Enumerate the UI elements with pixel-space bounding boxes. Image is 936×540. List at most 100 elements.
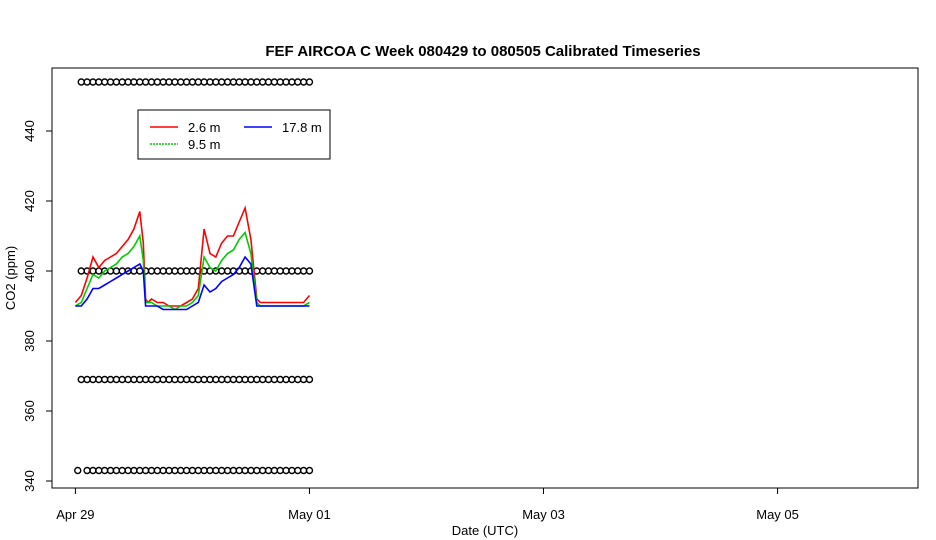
flag-marker-point — [95, 78, 103, 86]
flag-marker-point — [247, 78, 255, 86]
flag-marker-point — [153, 78, 162, 86]
flag-marker-point — [89, 466, 97, 475]
flag-marker-point — [305, 466, 314, 475]
flag-marker-point — [305, 267, 314, 275]
legend-label-1: 2.6 m — [188, 120, 221, 135]
flag-marker-point — [83, 466, 91, 475]
flag-marker-point — [182, 466, 191, 475]
flag-marker-point — [130, 78, 138, 86]
x-tick-label: May 01 — [288, 507, 331, 522]
flag-marker-point — [171, 466, 179, 475]
flag-marker-point — [253, 78, 261, 86]
flag-marker-point — [159, 78, 167, 86]
flag-marker-point — [282, 466, 290, 475]
flag-marker-point — [112, 466, 121, 475]
y-tick-label: 400 — [22, 260, 37, 282]
flag-marker-point — [165, 375, 173, 384]
flag-marker-point — [217, 375, 226, 384]
flag-marker-point — [112, 375, 121, 384]
flag-marker-point — [112, 78, 121, 86]
flag-marker-point — [299, 375, 308, 384]
flag-marker-point — [89, 267, 97, 275]
flag-marker-point — [276, 466, 284, 475]
flag-marker-point — [147, 466, 156, 475]
legend-label-2: 9.5 m — [188, 137, 221, 152]
flag-marker-point — [136, 375, 144, 384]
flag-marker-point — [74, 466, 82, 475]
x-tick-label: Apr 29 — [56, 507, 94, 522]
flag-marker-point — [247, 375, 255, 384]
flag-marker-point — [288, 375, 296, 384]
flag-marker-point — [124, 466, 132, 475]
flag-marker-point — [141, 466, 150, 475]
y-axis: 340 360 380 400 420 440 — [22, 120, 52, 492]
flag-marker-point — [89, 78, 97, 86]
flag-marker-point — [282, 375, 290, 384]
flag-marker-point — [141, 375, 150, 384]
flag-marker-point — [258, 466, 267, 475]
flag-marker-point — [288, 267, 296, 275]
flag-marker-point — [147, 375, 156, 384]
flag-marker-point — [264, 375, 273, 384]
flag-marker-point — [235, 466, 243, 475]
flag-marker-point — [276, 375, 284, 384]
flag-marker-point — [118, 78, 126, 86]
flag-marker-point — [83, 375, 91, 384]
flag-marker-point — [100, 78, 109, 86]
flag-marker-point — [130, 466, 138, 475]
legend: 2.6 m 9.5 m 17.8 m — [137, 109, 331, 160]
flag-marker-point — [264, 78, 273, 86]
flag-marker-point — [241, 466, 249, 475]
flag-marker-point — [276, 78, 284, 86]
flag-marker-point — [106, 78, 115, 86]
series-lines — [74, 205, 311, 311]
x-axis-title: Date (UTC) — [452, 523, 518, 538]
flag-marker-point — [106, 466, 115, 475]
flag-marker-point — [182, 267, 191, 275]
flag-marker-point — [188, 78, 197, 86]
y-tick-label: 340 — [22, 470, 37, 492]
flag-marker-point — [217, 78, 226, 86]
flag-marker-point — [299, 78, 308, 86]
flag-marker-point — [153, 466, 162, 475]
flag-markers — [74, 78, 314, 475]
flag-marker-point — [177, 78, 185, 86]
flag-marker-point — [171, 375, 179, 384]
flag-marker-point — [247, 466, 255, 475]
flag-marker-point — [112, 267, 121, 275]
flag-marker-point — [77, 267, 85, 275]
flag-marker-point — [294, 267, 302, 275]
flag-marker-point — [270, 375, 279, 384]
flag-marker-point — [217, 466, 226, 475]
flag-marker-point — [229, 78, 238, 86]
flag-marker-point — [106, 375, 115, 384]
flag-marker-point — [188, 267, 197, 275]
flag-marker-point — [258, 78, 267, 86]
flag-marker-point — [282, 267, 290, 275]
flag-marker-point — [188, 466, 197, 475]
flag-marker-point — [294, 466, 302, 475]
flag-marker-point — [77, 78, 85, 86]
flag-marker-point — [299, 466, 308, 475]
plot-frame — [51, 67, 919, 489]
flag-marker-point — [165, 466, 173, 475]
flag-marker-point — [223, 78, 232, 86]
flag-marker-point — [182, 78, 191, 86]
flag-marker-point — [206, 78, 214, 86]
x-tick-label: May 03 — [522, 507, 565, 522]
flag-marker-point — [200, 466, 208, 475]
flag-marker-point — [270, 267, 279, 275]
flag-marker-point — [294, 78, 302, 86]
flag-marker-point — [206, 375, 214, 384]
flag-marker-point — [212, 375, 220, 384]
flag-marker-point — [270, 78, 279, 86]
flag-marker-point — [241, 267, 249, 275]
flag-marker-point — [171, 78, 179, 86]
flag-marker-point — [159, 466, 167, 475]
flag-marker-point — [194, 375, 202, 384]
chart-title: FEF AIRCOA C Week 080429 to 080505 Calib… — [265, 43, 700, 60]
legend-box — [137, 109, 331, 160]
flag-marker-point — [83, 78, 91, 86]
flag-marker-point — [182, 375, 191, 384]
flag-marker-point — [264, 466, 273, 475]
